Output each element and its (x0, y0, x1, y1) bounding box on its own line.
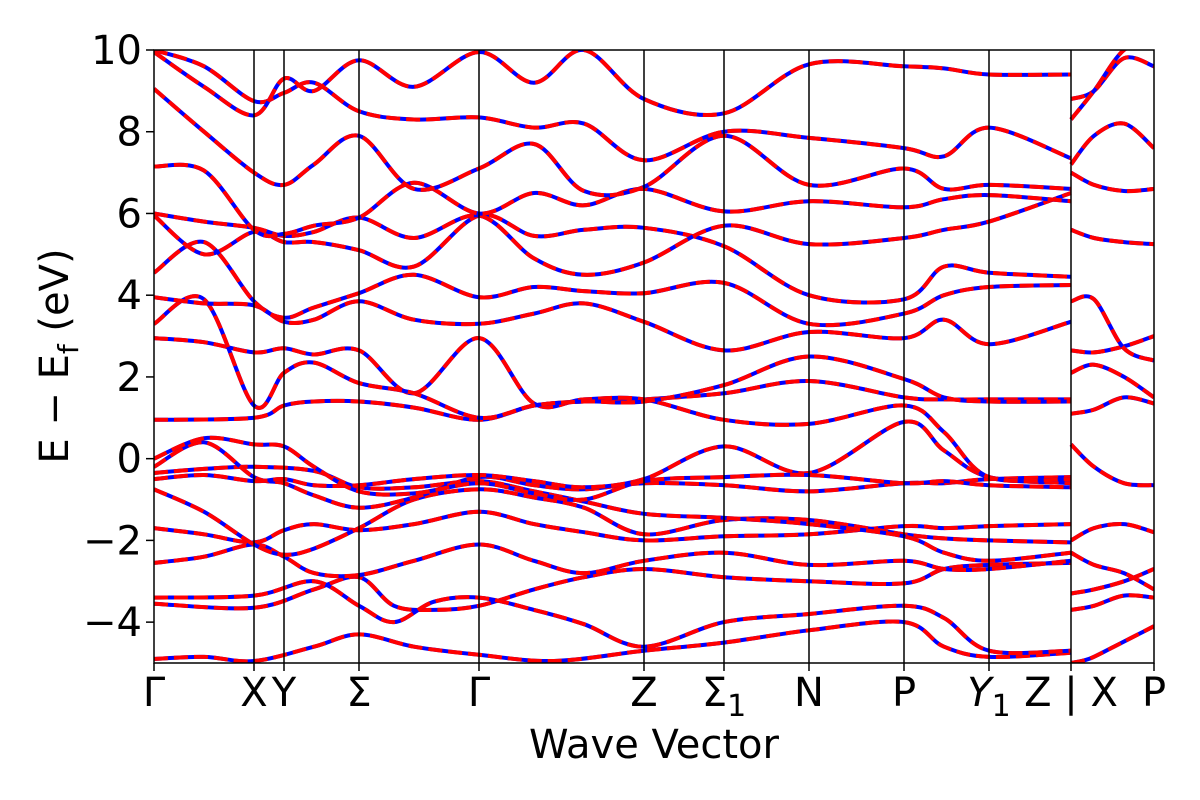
band-18-solid (154, 162, 1072, 239)
x-axis-title: Wave Vector (529, 722, 780, 768)
kpoint-label-1: Γ (143, 670, 166, 716)
y-tick-label: 4 (117, 273, 142, 319)
band-3-dashed (154, 579, 1072, 656)
y-tick-label: 2 (117, 355, 142, 401)
band-23-solid (1070, 593, 1154, 612)
kpoint-label-4: Σ (346, 670, 371, 716)
band-29-solid (1070, 362, 1154, 400)
band-32-solid (1070, 227, 1154, 247)
band-21-solid (154, 50, 1072, 118)
y-tick-label: −4 (83, 600, 142, 646)
kpoint-label-12: P (1142, 670, 1166, 716)
band-21-dashed (154, 50, 1072, 118)
band-35-solid (1070, 55, 1154, 101)
band-14-solid (154, 295, 1072, 353)
y-axis-title-subscript: f (52, 343, 85, 354)
kpoint-label-8: N (794, 670, 824, 716)
band-34-dashed (1069, 121, 1154, 166)
band-24-solid (1070, 567, 1154, 596)
band-10-solid (154, 435, 1072, 502)
y-axis-ticks: −4 −2 0 2 4 6 8 10 (83, 28, 154, 646)
band-36-solid (1069, 50, 1128, 121)
band-26-dashed (1070, 521, 1154, 543)
y-axis-title: E − Ef (eV) (32, 248, 85, 463)
y-tick-label: 10 (91, 28, 142, 74)
kpoint-label-3: Y (271, 670, 297, 716)
x-axis-kpoint-labels: Γ X Y Σ Γ Z Σ1 N P Y1 Z | X P (143, 663, 1166, 724)
band-19-dashed (154, 87, 1072, 198)
band-30-solid (1070, 334, 1154, 355)
band-34-solid (1069, 121, 1154, 166)
band-9-dashed (154, 419, 1072, 490)
band-27-dashed (1069, 442, 1154, 488)
y-tick-label: 8 (117, 110, 142, 156)
band-13-solid (154, 294, 1072, 420)
band-12-solid (154, 336, 1072, 484)
plot-frame (153, 49, 1155, 664)
band-1-solid (154, 619, 1072, 663)
kpoint-label-7: Σ1 (702, 670, 746, 724)
band-28-solid (1070, 395, 1154, 416)
band-20-solid (154, 50, 1072, 163)
band-9-solid (154, 419, 1072, 490)
y-tick-label: −2 (83, 518, 142, 564)
y-tick-label: 0 (117, 437, 142, 483)
kpoint-label-10: Y1 (967, 670, 1011, 724)
high-symmetry-lines (253, 50, 1072, 663)
kpoint-label-2: X (240, 670, 267, 716)
y-axis-title-unit: (eV) (32, 248, 78, 344)
band-12-dashed (154, 336, 1072, 484)
kpoint-label-11: Z | X (1024, 670, 1118, 716)
band-25-solid (1070, 550, 1154, 592)
band-22-solid (1070, 624, 1154, 663)
y-tick-label: 6 (117, 191, 142, 237)
band-15-solid (154, 239, 1072, 328)
kpoint-label-6: Z (630, 670, 657, 716)
band-33-solid (1070, 170, 1154, 194)
band-6-solid (154, 487, 1072, 557)
band-5-solid (154, 509, 1072, 545)
kpoint-label-9: P (892, 670, 916, 716)
band-26-solid (1070, 521, 1154, 543)
band-3-solid (154, 579, 1072, 656)
band-27-solid (1069, 442, 1154, 488)
band-22-dashed (1070, 624, 1154, 663)
band-16-solid (154, 212, 1072, 305)
band-36-dashed (1069, 50, 1128, 121)
kpoint-label-5: Γ (468, 670, 491, 716)
band-8-solid (154, 440, 1072, 510)
band-15-dashed (154, 239, 1072, 328)
y-axis-title-main: E − E (32, 354, 78, 464)
band-31-solid (1070, 294, 1154, 363)
band-lines (154, 50, 1154, 663)
